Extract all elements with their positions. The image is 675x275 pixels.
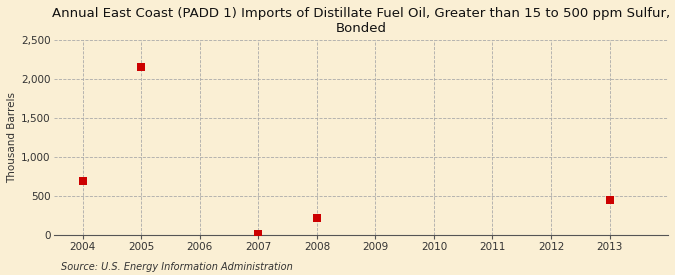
Text: Source: U.S. Energy Information Administration: Source: U.S. Energy Information Administ…: [61, 262, 292, 272]
Point: [253, 232, 264, 236]
Point: [136, 65, 146, 70]
Point: [78, 178, 88, 183]
Point: [311, 215, 322, 220]
Y-axis label: Thousand Barrels: Thousand Barrels: [7, 92, 17, 183]
Point: [604, 198, 615, 202]
Title: Annual East Coast (PADD 1) Imports of Distillate Fuel Oil, Greater than 15 to 50: Annual East Coast (PADD 1) Imports of Di…: [52, 7, 670, 35]
